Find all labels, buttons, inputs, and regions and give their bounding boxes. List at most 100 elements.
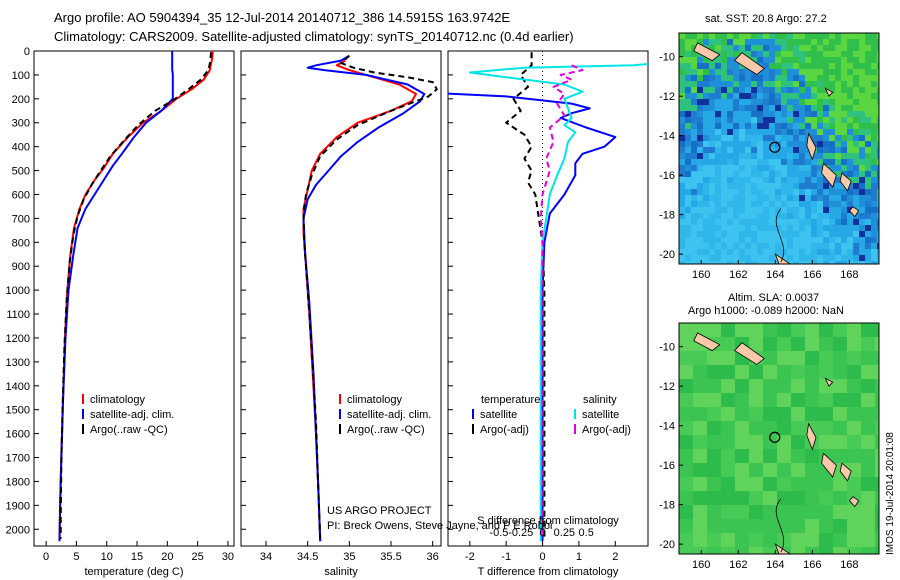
- sst-map-cell: [679, 249, 686, 256]
- sst-map-cell: [823, 249, 830, 256]
- sst-map-cell: [769, 99, 776, 106]
- sst-map-cell: [745, 183, 752, 190]
- sst-map-cell: [793, 165, 800, 172]
- sst-map-cell: [787, 237, 794, 244]
- sst-map-cell: [871, 33, 878, 40]
- sst-map-cell: [781, 123, 788, 130]
- sst-map-cell: [721, 201, 728, 208]
- sst-map-cell: [703, 231, 710, 238]
- sla-map-cell: [763, 519, 778, 534]
- sst-map-cell: [703, 177, 710, 184]
- sst-map-lon-label: 166: [803, 269, 821, 281]
- sst-map-lat-label: -12: [659, 91, 675, 103]
- sst-map-cell: [709, 261, 716, 264]
- sst-map-cell: [877, 201, 879, 208]
- sst-map-cell: [715, 117, 722, 124]
- sst-map-cell: [871, 189, 878, 196]
- sst-map-cell: [715, 105, 722, 112]
- sst-map-cell: [697, 111, 704, 118]
- sst-map-cell: [871, 123, 878, 130]
- sst-map-cell: [865, 69, 872, 76]
- sst-map-cell: [763, 207, 770, 214]
- sst-map-cell: [817, 237, 824, 244]
- sst-map-cell: [775, 117, 782, 124]
- sst-map-cell: [853, 69, 860, 76]
- sst-map-cell: [763, 147, 770, 154]
- sst-map-cell: [841, 99, 848, 106]
- sst-map-cell: [871, 39, 878, 46]
- sst-map-cell: [805, 165, 812, 172]
- sst-map-cell: [769, 87, 776, 94]
- sst-map-cell: [685, 69, 692, 76]
- sst-map-cell: [721, 57, 728, 64]
- sla-map-bathymetry-contour: [775, 498, 785, 553]
- sla-map-cell: [763, 421, 778, 436]
- sst-map-cell: [859, 213, 866, 220]
- sst-map-cell: [787, 39, 794, 46]
- sst-map-cell: [685, 87, 692, 94]
- sst-map-cell: [841, 69, 848, 76]
- sst-map-cell: [685, 171, 692, 178]
- sla-map-cell: [721, 533, 736, 548]
- sla-map-cell: [805, 463, 820, 478]
- sla-map-cell: [791, 323, 806, 338]
- sst-map-cell: [709, 81, 716, 88]
- sla-map-cell: [861, 449, 876, 464]
- sst-map-cell: [799, 105, 806, 112]
- sst-map-cell: [823, 105, 830, 112]
- sst-map-cell: [877, 225, 879, 232]
- sst-map-cell: [859, 159, 866, 166]
- depth-tick-label: 500: [12, 166, 30, 178]
- sst-map-cell: [841, 153, 848, 160]
- sst-map-cell: [859, 249, 866, 256]
- sst-map-cell: [763, 57, 770, 64]
- sst-map-cell: [775, 129, 782, 136]
- sst-map-cell: [817, 183, 824, 190]
- sst-map-cell: [757, 81, 764, 88]
- sst-map-cell: [697, 159, 704, 166]
- sla-map-cell: [735, 463, 750, 478]
- sst-map-cell: [757, 45, 764, 52]
- sst-map-land-polygon: [774, 253, 791, 264]
- sst-map-cell: [757, 225, 764, 232]
- difference-S-satellite-line: [468, 63, 648, 542]
- sla-map-cell: [847, 393, 862, 408]
- sst-map-cell: [703, 135, 710, 142]
- sst-map-cell: [781, 171, 788, 178]
- sst-map-cell: [727, 93, 734, 100]
- sst-map-cell: [865, 177, 872, 184]
- sst-map-cell: [679, 129, 686, 136]
- sst-map-cell: [799, 177, 806, 184]
- sst-map-cell: [805, 249, 812, 256]
- sst-map-cell: [697, 177, 704, 184]
- sst-map-cell: [799, 87, 806, 94]
- sst-map-cell: [835, 123, 842, 130]
- sst-map-cell: [697, 165, 704, 172]
- sla-map-cell: [777, 393, 792, 408]
- sst-map-cell: [709, 93, 716, 100]
- sla-map-cell: [833, 407, 848, 422]
- sst-map-cell: [853, 123, 860, 130]
- sst-map-cell: [769, 147, 776, 154]
- sst-map-cell: [745, 255, 752, 262]
- sst-map-cell: [805, 219, 812, 226]
- sst-map-cell: [799, 165, 806, 172]
- sla-map-cell: [847, 337, 862, 352]
- sst-map-cell: [787, 123, 794, 130]
- sst-map-cell: [841, 195, 848, 202]
- sst-map-cell: [697, 33, 704, 40]
- sla-map-cell: [819, 491, 834, 506]
- sst-map-cell: [739, 129, 746, 136]
- sst-map-cell: [835, 231, 842, 238]
- sst-map-cell: [781, 159, 788, 166]
- sst-map-cell: [811, 225, 818, 232]
- sst-map-cell: [775, 225, 782, 232]
- sst-map-cell: [739, 201, 746, 208]
- sst-map-cell: [877, 189, 879, 196]
- sla-map-cell: [875, 379, 879, 394]
- sst-map-cell: [841, 237, 848, 244]
- sst-map-cell: [685, 63, 692, 70]
- sst-map-cell: [847, 171, 854, 178]
- sst-map-cell: [757, 135, 764, 142]
- sst-map-cell: [703, 93, 710, 100]
